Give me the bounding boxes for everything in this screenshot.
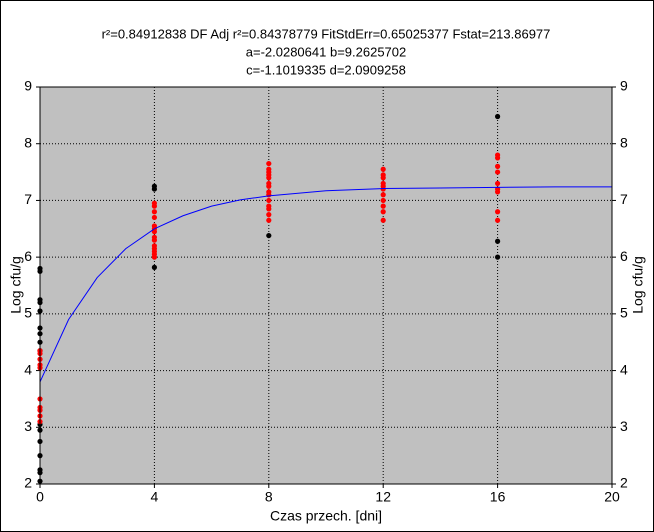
y2-tick-label: 4 <box>620 361 628 377</box>
data-point <box>495 209 501 215</box>
y-tick-label: 7 <box>24 191 32 207</box>
x-axis-label: Czas przech. [dni] <box>270 508 382 524</box>
marks <box>37 113 612 484</box>
data-point <box>266 183 272 189</box>
y2-tick-label: 6 <box>620 248 628 264</box>
x-tick-label: 0 <box>36 489 44 505</box>
data-point <box>151 229 157 235</box>
data-point <box>266 232 272 239</box>
data-point <box>495 169 501 175</box>
data-point <box>151 237 157 243</box>
y-tick-label: 5 <box>24 305 32 321</box>
y2-axis-label: Log cfu/g <box>630 256 646 314</box>
data-point <box>151 186 157 192</box>
data-point <box>380 209 386 215</box>
data-point <box>266 206 272 212</box>
y2-tick-label: 7 <box>620 191 628 207</box>
data-point <box>380 186 386 192</box>
y2-tick-label: 3 <box>620 418 628 434</box>
y2-tick-label: 2 <box>620 475 628 491</box>
data-point <box>495 155 501 161</box>
data-point <box>266 217 272 223</box>
x-tick-label: 20 <box>604 489 620 505</box>
data-point <box>266 160 272 167</box>
data-point <box>495 238 501 244</box>
data-point <box>266 197 272 204</box>
data-point <box>495 163 501 169</box>
x-tick-label: 4 <box>151 489 159 505</box>
y2-tick-label: 9 <box>620 78 628 94</box>
data-point <box>380 166 386 172</box>
data-point <box>495 254 501 260</box>
plot-area <box>40 87 612 484</box>
y-axis-label: Log cfu/g <box>8 256 24 314</box>
title-line: a=-2.0280641 b=9.2625702 <box>246 44 407 59</box>
y-tick-label: 6 <box>24 248 32 264</box>
data-point <box>380 175 386 181</box>
y-tick-label: 4 <box>24 361 32 377</box>
x-tick-label: 8 <box>265 489 273 505</box>
y-tick-label: 9 <box>24 78 32 94</box>
data-point <box>380 217 386 223</box>
y-tick-label: 2 <box>24 475 32 491</box>
plot-border <box>39 86 613 485</box>
data-point <box>495 217 501 223</box>
x-tick-label: 12 <box>375 489 391 505</box>
data-point <box>380 197 386 204</box>
title-line: c=-1.1019335 d=2.0909258 <box>246 62 406 77</box>
data-point <box>380 203 386 209</box>
x-tick-label: 16 <box>490 489 506 505</box>
data-point <box>266 175 272 181</box>
y-tick-label: 3 <box>24 418 32 434</box>
data-point <box>495 180 501 187</box>
data-point <box>151 264 157 270</box>
y-tick-label: 8 <box>24 134 32 150</box>
data-point <box>495 189 501 195</box>
fit-curve <box>39 186 612 383</box>
data-point <box>495 113 501 120</box>
data-point <box>151 254 157 260</box>
data-point <box>266 212 272 218</box>
y2-tick-label: 8 <box>620 134 628 150</box>
data-point <box>151 214 157 221</box>
data-point <box>380 192 386 198</box>
data-point <box>151 203 157 209</box>
title-line: r²=0.84912838 DF Adj r²=0.84378779 FitSt… <box>102 26 551 41</box>
data-point <box>151 209 157 215</box>
y2-tick-label: 5 <box>620 305 628 321</box>
